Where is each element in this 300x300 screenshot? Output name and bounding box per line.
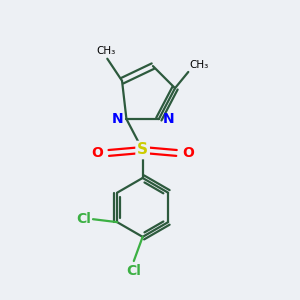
Text: CH₃: CH₃ xyxy=(96,46,116,56)
Text: N: N xyxy=(111,112,123,126)
Text: O: O xyxy=(92,146,104,160)
Text: S: S xyxy=(137,142,148,158)
Text: Cl: Cl xyxy=(76,212,91,226)
Text: O: O xyxy=(182,146,194,160)
Text: N: N xyxy=(162,112,174,126)
Text: Cl: Cl xyxy=(126,264,141,278)
Text: CH₃: CH₃ xyxy=(190,60,209,70)
